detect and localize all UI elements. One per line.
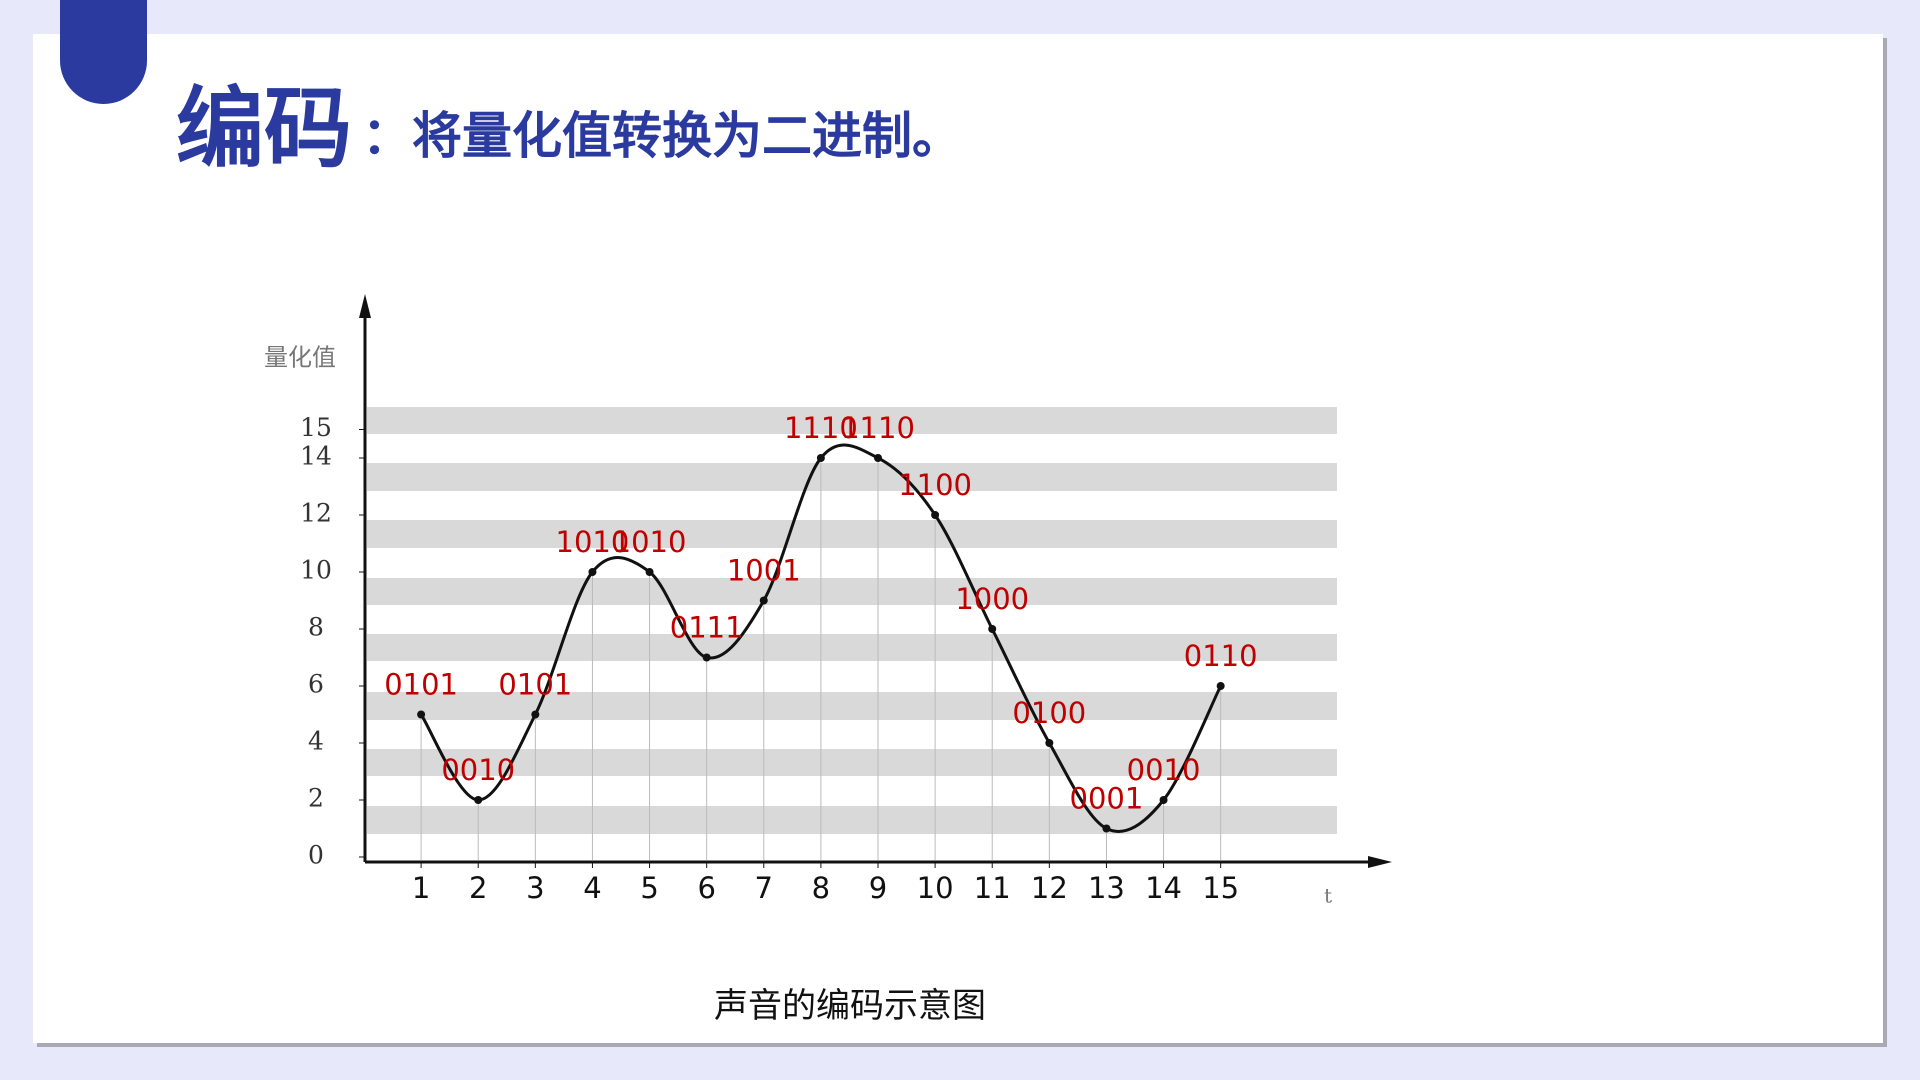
- y-tick-label: 4: [308, 727, 324, 756]
- value-label: 0100: [1012, 696, 1086, 730]
- y-tick-label: 2: [308, 784, 324, 813]
- value-label: 0001: [1070, 782, 1144, 816]
- x-tick-label: 13: [1088, 871, 1125, 905]
- sample-point: [702, 653, 711, 662]
- x-axis-label: t: [1324, 884, 1332, 908]
- value-label: 1010: [613, 525, 687, 559]
- x-tick-label: 14: [1145, 871, 1182, 905]
- sample-point: [874, 454, 882, 462]
- sample-point: [588, 568, 597, 576]
- slide-title: 编码: [176, 77, 353, 180]
- x-tick-label: 3: [526, 871, 544, 905]
- y-tick-label: 15: [300, 413, 332, 442]
- sample-point: [759, 596, 768, 605]
- sample-point: [1102, 824, 1111, 833]
- y-axis-label: 量化值: [264, 344, 336, 372]
- chart-caption: 声音的编码示意图: [714, 986, 986, 1026]
- y-axis-arrow: [359, 294, 371, 318]
- value-label: 1000: [955, 582, 1029, 616]
- sample-point: [417, 710, 426, 719]
- value-label: 0010: [1127, 753, 1201, 787]
- x-tick-label: 6: [697, 871, 715, 905]
- y-tick-label: 14: [300, 442, 332, 471]
- y-tick-label: 6: [308, 670, 324, 699]
- x-tick-label: 4: [583, 871, 601, 905]
- slide-subtitle: ：将量化值转换为二进制。: [362, 107, 962, 165]
- x-tick-label: 5: [640, 871, 658, 905]
- bands: [367, 407, 1337, 834]
- x-tick-label: 11: [974, 871, 1011, 905]
- x-tick-label: 2: [469, 871, 487, 905]
- value-label: 0111: [670, 611, 744, 645]
- sample-point: [931, 511, 940, 519]
- x-tick-label: 15: [1202, 871, 1239, 905]
- y-tick-label: 0: [308, 841, 324, 870]
- slide-tab: [60, 0, 147, 104]
- sample-point: [1159, 796, 1168, 804]
- x-tick-label: 9: [869, 871, 887, 905]
- x-axis-arrow: [1368, 856, 1392, 868]
- sample-point: [1045, 739, 1054, 747]
- x-tick-label: 7: [755, 871, 773, 905]
- value-label: 1100: [898, 468, 972, 502]
- y-tick-label: 10: [300, 556, 332, 585]
- sample-point: [816, 454, 825, 462]
- sample-point: [1216, 682, 1225, 690]
- x-tick-label: 8: [812, 871, 830, 905]
- sample-point: [531, 710, 540, 719]
- sample-point: [474, 796, 483, 804]
- x-tick-label: 10: [917, 871, 954, 905]
- value-label: 1110: [841, 411, 915, 445]
- y-tick-label: 12: [300, 499, 332, 528]
- sample-point: [988, 625, 997, 633]
- value-label: 0101: [498, 668, 572, 702]
- value-label: 1001: [727, 554, 801, 588]
- value-label: 0110: [1184, 639, 1258, 673]
- x-tick-label: 1: [412, 871, 430, 905]
- value-label: 1010: [556, 525, 630, 559]
- value-label: 0101: [384, 668, 458, 702]
- value-label: 0010: [441, 753, 515, 787]
- y-tick-label: 8: [308, 613, 324, 642]
- sample-point: [645, 568, 654, 576]
- value-label: 1110: [784, 411, 858, 445]
- x-tick-label: 12: [1031, 871, 1068, 905]
